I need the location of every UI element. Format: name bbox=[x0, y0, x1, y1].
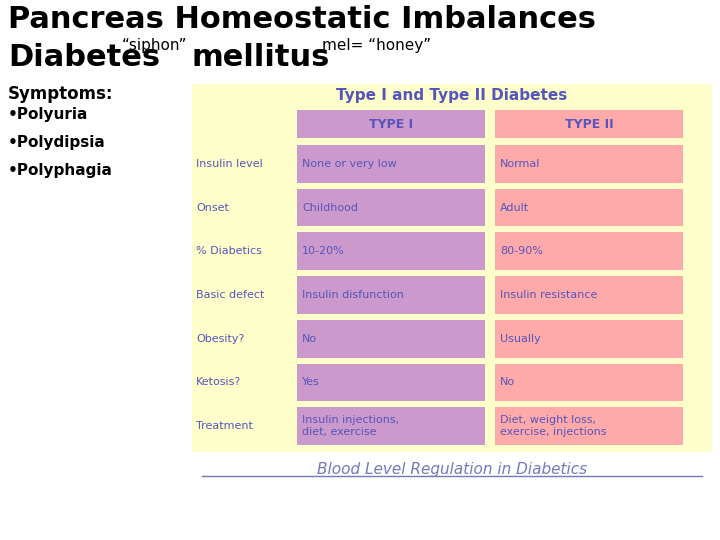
FancyBboxPatch shape bbox=[297, 276, 485, 314]
Text: Childhood: Childhood bbox=[302, 202, 358, 213]
Text: Treatment: Treatment bbox=[196, 421, 253, 431]
Text: mel= “honey”: mel= “honey” bbox=[322, 38, 431, 53]
Text: TYPE I: TYPE I bbox=[369, 118, 413, 131]
Text: Insulin level: Insulin level bbox=[196, 159, 263, 169]
FancyBboxPatch shape bbox=[495, 407, 683, 445]
Text: Usually: Usually bbox=[500, 334, 541, 344]
FancyBboxPatch shape bbox=[297, 407, 485, 445]
FancyBboxPatch shape bbox=[192, 84, 712, 452]
Text: Diabetes: Diabetes bbox=[8, 43, 160, 72]
FancyBboxPatch shape bbox=[495, 276, 683, 314]
Text: % Diabetics: % Diabetics bbox=[196, 246, 262, 256]
Text: Insulin disfunction: Insulin disfunction bbox=[302, 290, 404, 300]
Text: Pancreas Homeostatic Imbalances: Pancreas Homeostatic Imbalances bbox=[8, 5, 596, 34]
Text: Insulin resistance: Insulin resistance bbox=[500, 290, 598, 300]
Text: Blood Level Regulation in Diabetics: Blood Level Regulation in Diabetics bbox=[317, 462, 587, 477]
FancyBboxPatch shape bbox=[297, 188, 485, 226]
Text: No: No bbox=[302, 334, 317, 344]
FancyBboxPatch shape bbox=[297, 110, 485, 138]
Text: TYPE II: TYPE II bbox=[564, 118, 613, 131]
Text: Type I and Type II Diabetes: Type I and Type II Diabetes bbox=[336, 88, 567, 103]
Text: Obesity?: Obesity? bbox=[196, 334, 244, 344]
Text: None or very low: None or very low bbox=[302, 159, 397, 169]
Text: Insulin injections,
diet, exercise: Insulin injections, diet, exercise bbox=[302, 415, 399, 437]
Text: “siphon”: “siphon” bbox=[122, 38, 187, 53]
Text: Yes: Yes bbox=[302, 377, 320, 387]
Text: •Polyphagia: •Polyphagia bbox=[8, 163, 113, 178]
FancyBboxPatch shape bbox=[495, 145, 683, 183]
Text: Basic defect: Basic defect bbox=[196, 290, 264, 300]
FancyBboxPatch shape bbox=[297, 363, 485, 401]
FancyBboxPatch shape bbox=[495, 232, 683, 270]
FancyBboxPatch shape bbox=[495, 188, 683, 226]
Text: •Polydipsia: •Polydipsia bbox=[8, 135, 106, 150]
FancyBboxPatch shape bbox=[297, 320, 485, 357]
FancyBboxPatch shape bbox=[495, 363, 683, 401]
FancyBboxPatch shape bbox=[495, 320, 683, 357]
FancyBboxPatch shape bbox=[297, 145, 485, 183]
Text: Ketosis?: Ketosis? bbox=[196, 377, 241, 387]
Text: Onset: Onset bbox=[196, 202, 229, 213]
FancyBboxPatch shape bbox=[297, 232, 485, 270]
Text: No: No bbox=[500, 377, 515, 387]
Text: mellitus: mellitus bbox=[192, 43, 330, 72]
Text: Symptoms:: Symptoms: bbox=[8, 85, 114, 103]
Text: Adult: Adult bbox=[500, 202, 529, 213]
Text: •Polyuria: •Polyuria bbox=[8, 107, 89, 122]
Text: Normal: Normal bbox=[500, 159, 541, 169]
Text: 80-90%: 80-90% bbox=[500, 246, 543, 256]
Text: Diet, weight loss,
exercise, injections: Diet, weight loss, exercise, injections bbox=[500, 415, 606, 437]
FancyBboxPatch shape bbox=[495, 110, 683, 138]
Text: 10-20%: 10-20% bbox=[302, 246, 345, 256]
